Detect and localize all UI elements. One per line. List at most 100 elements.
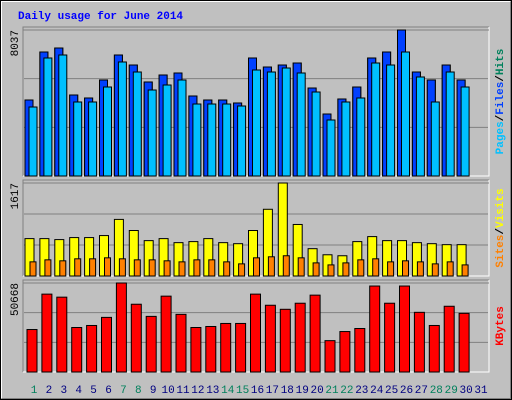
x-tick-label: 22 bbox=[340, 385, 353, 397]
bar bbox=[133, 259, 141, 277]
bar bbox=[253, 257, 260, 277]
x-tick-label: 31 bbox=[474, 385, 488, 397]
bar bbox=[312, 262, 320, 277]
bar bbox=[160, 295, 172, 373]
x-tick-label: 25 bbox=[385, 385, 398, 397]
x-tick-label: 8 bbox=[135, 385, 142, 397]
x-tick-label: 11 bbox=[176, 385, 190, 397]
x-tick-label: 7 bbox=[120, 385, 127, 397]
x-tick-label: 27 bbox=[415, 385, 428, 397]
bar bbox=[117, 61, 127, 177]
bar bbox=[178, 261, 186, 277]
bar bbox=[357, 259, 365, 277]
legend-separator: / bbox=[495, 114, 507, 121]
bar bbox=[281, 67, 291, 177]
bar bbox=[132, 71, 142, 177]
bar bbox=[326, 119, 336, 177]
legend-entry: KBytes bbox=[495, 306, 507, 346]
x-tick-label: 28 bbox=[430, 385, 443, 397]
legend-separator: / bbox=[495, 228, 507, 235]
bar bbox=[223, 261, 231, 277]
bar bbox=[148, 259, 156, 277]
plot-bevel bbox=[22, 179, 489, 276]
x-tick-label: 26 bbox=[400, 385, 413, 397]
x-tick-label: 2 bbox=[46, 385, 53, 397]
bar bbox=[356, 97, 366, 177]
bar bbox=[431, 263, 439, 277]
bar bbox=[311, 91, 321, 177]
bar bbox=[163, 260, 171, 277]
bar bbox=[430, 101, 440, 177]
bar bbox=[220, 322, 232, 373]
bar bbox=[446, 261, 454, 277]
bar bbox=[207, 103, 217, 177]
bar bbox=[387, 261, 395, 277]
bar bbox=[26, 329, 38, 373]
bar bbox=[386, 64, 396, 177]
bar bbox=[56, 296, 68, 373]
x-tick-label: 3 bbox=[60, 385, 67, 397]
legend-entry: Files bbox=[495, 82, 507, 115]
bar bbox=[443, 305, 455, 373]
bar bbox=[74, 258, 82, 277]
bar bbox=[103, 86, 112, 177]
y-tick-label: 1617 bbox=[10, 183, 22, 209]
bar bbox=[428, 324, 440, 373]
bar bbox=[237, 105, 247, 177]
legend-entry: Visits bbox=[495, 188, 507, 228]
x-tick-label: 5 bbox=[90, 385, 97, 397]
legend: Sites/Visits bbox=[495, 188, 507, 267]
bar bbox=[58, 54, 68, 177]
legend: Pages/Files/Hits bbox=[495, 49, 507, 155]
x-tick-label: 9 bbox=[150, 385, 157, 397]
bar bbox=[402, 260, 409, 277]
bar bbox=[264, 304, 276, 373]
x-tick-label: 4 bbox=[75, 385, 82, 397]
x-tick-label: 20 bbox=[310, 385, 323, 397]
legend: KBytes bbox=[495, 306, 507, 346]
bar bbox=[399, 285, 410, 373]
bar bbox=[208, 259, 216, 277]
x-tick-label: 18 bbox=[281, 385, 294, 397]
plot-bevel bbox=[22, 26, 489, 176]
bar bbox=[250, 293, 261, 373]
bar bbox=[177, 79, 187, 177]
x-tick-label: 1 bbox=[31, 385, 38, 397]
x-tick-label: 13 bbox=[206, 385, 219, 397]
x-tick-label: 12 bbox=[191, 385, 204, 397]
bar bbox=[282, 255, 290, 277]
bar bbox=[115, 282, 127, 373]
bar bbox=[279, 308, 291, 373]
bar bbox=[130, 303, 142, 373]
x-tick-label: 16 bbox=[251, 385, 264, 397]
bar bbox=[294, 302, 306, 373]
bar bbox=[205, 325, 217, 373]
bar bbox=[43, 57, 53, 177]
x-tick-label: 29 bbox=[445, 385, 458, 397]
bar bbox=[238, 263, 246, 277]
legend-entry: Sites bbox=[495, 235, 507, 268]
bar bbox=[327, 264, 335, 277]
x-tick-label: 24 bbox=[370, 385, 384, 397]
bar bbox=[460, 86, 470, 177]
bar bbox=[458, 312, 470, 373]
x-tick-label: 17 bbox=[266, 385, 279, 397]
chart-title: Daily usage for June 2014 bbox=[18, 11, 183, 23]
bar bbox=[267, 256, 275, 277]
plot-bevel bbox=[22, 279, 489, 372]
legend-entry: Pages bbox=[495, 121, 507, 154]
bar bbox=[372, 258, 380, 277]
bar bbox=[41, 293, 53, 373]
bar bbox=[235, 322, 247, 373]
x-tick-label: 10 bbox=[161, 385, 174, 397]
bar bbox=[101, 316, 112, 373]
bar bbox=[89, 258, 97, 277]
bar bbox=[309, 294, 321, 373]
bar bbox=[222, 103, 232, 177]
legend-entry: Hits bbox=[495, 49, 507, 75]
bar bbox=[341, 101, 351, 177]
bar bbox=[354, 328, 366, 373]
bar bbox=[324, 340, 336, 373]
